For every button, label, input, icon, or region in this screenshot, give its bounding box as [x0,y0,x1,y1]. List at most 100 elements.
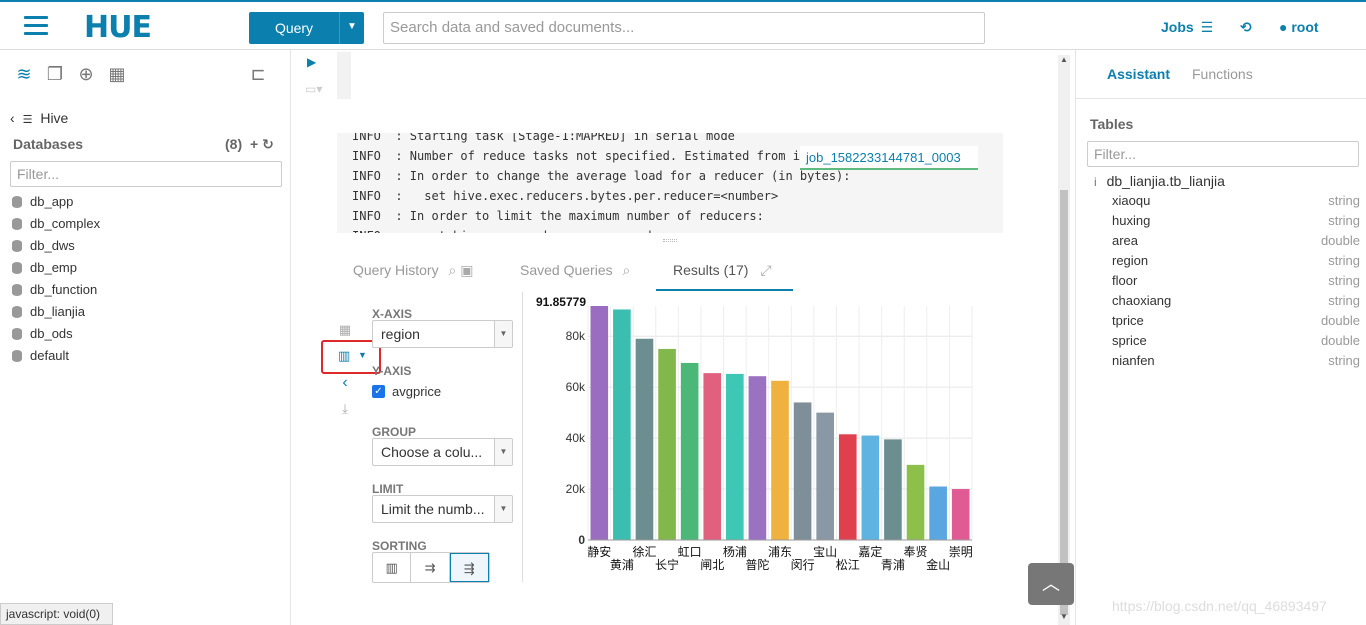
expand-icon[interactable]: ⤢ [760,262,772,278]
database-item[interactable]: db_ods [12,323,100,345]
table-filter-input[interactable]: Filter... [1087,141,1359,167]
result-tabs: Query History ⌕ ▣ Saved Queries ⌕ Result… [337,253,1037,291]
editor-gutter [337,52,351,99]
menu-icon[interactable] [24,16,48,36]
left-panel: ≋ ❐ ⊕ ▦ ⊏ ‹ ☰ Hive Databases (8) + ↻ Fil… [0,50,291,625]
column-item[interactable]: huxing string [1112,211,1360,231]
scroll-up-arrow[interactable]: ▲ [1060,55,1068,64]
database-item[interactable]: db_complex [12,213,100,235]
sort-none-button[interactable]: ▥ [373,553,412,582]
x-tick-label: 普陀 [745,557,769,572]
column-item[interactable]: chaoxiang string [1112,291,1360,311]
bar [635,338,654,540]
job-link[interactable]: job_1582233144781_0003 [800,146,978,170]
jobs-button[interactable]: Jobs ☰ [1161,19,1213,36]
resize-handle[interactable] [663,239,677,242]
main-scrollbar[interactable] [1058,55,1070,625]
tab-query-history-label: Query History [353,262,439,278]
database-item[interactable]: db_function [12,279,100,301]
query-button[interactable]: Query ▼ [249,12,364,44]
tab-results[interactable]: Results (17) ⤢ [656,253,793,291]
database-item-label: db_ods [30,326,73,341]
info-icon[interactable]: i [1094,175,1097,189]
column-item[interactable]: tprice double [1112,311,1360,331]
group-label: GROUP [372,425,417,439]
tab-saved-queries[interactable]: Saved Queries ⌕ [520,253,630,291]
search-input[interactable]: Search data and saved documents... [383,12,985,44]
yaxis-checkbox[interactable]: ✓ [372,385,385,398]
database-item[interactable]: db_app [12,191,100,213]
sort-desc-button[interactable]: ⇶ [449,553,489,582]
column-type: double [1320,233,1360,248]
tab-assistant[interactable]: Assistant [1107,66,1171,82]
column-name: xiaoqu [1112,193,1151,208]
search-icon[interactable]: ⌕ [448,262,457,278]
sort-asc-button[interactable]: ⇉ [411,553,450,582]
run-icon[interactable]: ▶ [307,55,317,69]
history-icon[interactable]: ⟲ [1240,19,1252,35]
database-item-label: db_lianjia [30,304,85,319]
tab-query-history[interactable]: Query History ⌕ ▣ [353,253,473,291]
scroll-top-button[interactable]: ︿ [1028,563,1074,605]
x-tick-label: 崇明 [949,545,973,559]
bar [703,373,722,540]
scrollbar-thumb[interactable] [1060,190,1068,615]
right-panel: Assistant Functions Tables Filter... i d… [1075,50,1366,625]
bar [771,380,789,540]
xaxis-select[interactable]: region ▼ [372,320,513,348]
bar [861,435,880,540]
calendar-icon[interactable]: ▣ [460,262,474,278]
add-icon[interactable]: + [250,136,259,152]
x-tick-label: 虹口 [678,545,702,559]
download-icon[interactable]: ⤓ [342,401,348,416]
search-icon[interactable]: ⊕ [78,64,94,84]
map-icon[interactable]: ▭▾ [305,82,323,96]
user-menu[interactable]: ● root [1279,19,1319,35]
limit-select-value: Limit the numb... [381,501,485,517]
scroll-down-arrow[interactable]: ▼ [1060,612,1068,621]
hue-logo[interactable]: HUE [84,10,152,45]
database-icon [12,240,22,252]
limit-select[interactable]: Limit the numb... ▼ [372,495,513,523]
bar [658,348,676,540]
folder-icon[interactable]: ⊏ [250,64,266,84]
database-item[interactable]: db_emp [12,257,100,279]
database-filter-input[interactable]: Filter... [10,161,282,187]
database-item[interactable]: db_lianjia [12,301,100,323]
database-icon[interactable]: ≋ [16,64,32,84]
group-select[interactable]: Choose a colu... ▼ [372,438,513,466]
databases-heading: Databases [13,136,84,152]
tab-saved-queries-label: Saved Queries [520,262,613,278]
column-item[interactable]: region string [1112,251,1360,271]
chart-type-button[interactable]: ▥ ▼ [321,340,381,374]
column-name: area [1112,233,1139,248]
caret-down-icon: ▼ [494,321,512,347]
source-back[interactable]: ‹ ☰ Hive [10,110,68,126]
column-type: string [1328,193,1360,208]
y-tick-label: 60k [566,380,586,394]
tab-functions[interactable]: Functions [1192,66,1253,82]
query-button-label: Query [274,20,314,36]
chevron-left-icon[interactable]: ‹ [342,374,348,391]
x-tick-label: 宝山 [813,545,837,559]
column-item[interactable]: area double [1112,231,1360,251]
column-item[interactable]: floor string [1112,271,1360,291]
column-item[interactable]: sprice double [1112,331,1360,351]
database-item-label: db_dws [30,238,75,253]
column-item[interactable]: nianfen string [1112,351,1360,371]
column-item[interactable]: xiaoqu string [1112,191,1360,211]
apps-icon[interactable]: ▦ [108,64,126,84]
caret-down-icon[interactable]: ▼ [339,12,364,44]
search-icon[interactable]: ⌕ [622,262,631,278]
x-tick-label: 金山 [926,557,950,572]
documents-icon[interactable]: ❐ [46,64,64,84]
grid-icon[interactable]: ▦ [338,322,352,337]
database-item[interactable]: default [12,345,100,367]
caret-down-icon: ▼ [358,350,367,360]
bar [748,376,767,540]
refresh-icon[interactable]: ↻ [262,136,274,152]
database-item[interactable]: db_dws [12,235,100,257]
table-name[interactable]: i db_lianjia.tb_lianjia [1094,173,1225,189]
column-name: huxing [1112,213,1151,228]
